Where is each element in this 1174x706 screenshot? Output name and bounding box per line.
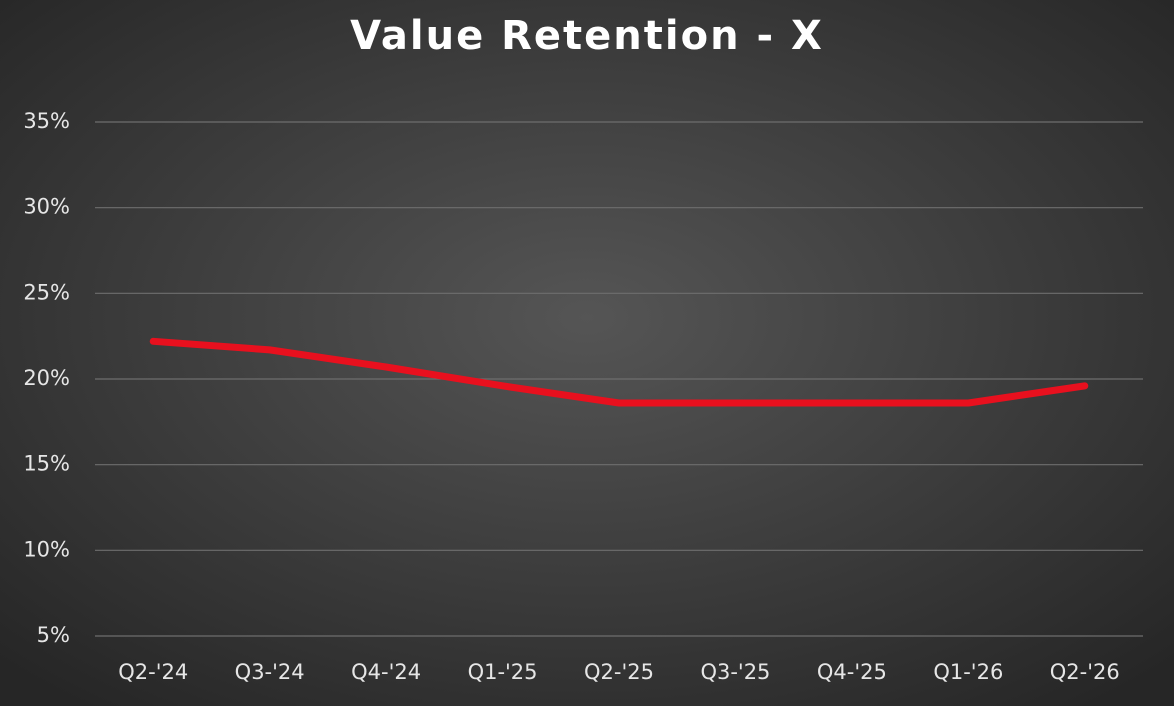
x-tick-label: Q3-'24: [235, 660, 305, 684]
x-tick-label: Q3-'25: [700, 660, 770, 684]
x-tick-label: Q2-'24: [118, 660, 188, 684]
y-tick-label: 35%: [23, 109, 70, 133]
x-tick-label: Q1-'25: [468, 660, 538, 684]
line-series: [149, 337, 1089, 407]
x-tick-label: Q4-'24: [351, 660, 421, 684]
y-tick-label: 15%: [23, 452, 70, 476]
y-tick-label: 5%: [37, 623, 70, 647]
chart-title: Value Retention - X: [350, 13, 824, 59]
x-tick-label: Q2-'25: [584, 660, 654, 684]
y-tick-label: 25%: [23, 280, 70, 304]
x-tick-label: Q2-'26: [1050, 660, 1120, 684]
y-tick-label: 10%: [23, 537, 70, 561]
y-tick-label: 20%: [23, 366, 70, 390]
x-tick-label: Q4-'25: [817, 660, 887, 684]
y-tick-label: 30%: [23, 195, 70, 219]
x-tick-label: Q1-'26: [933, 660, 1003, 684]
